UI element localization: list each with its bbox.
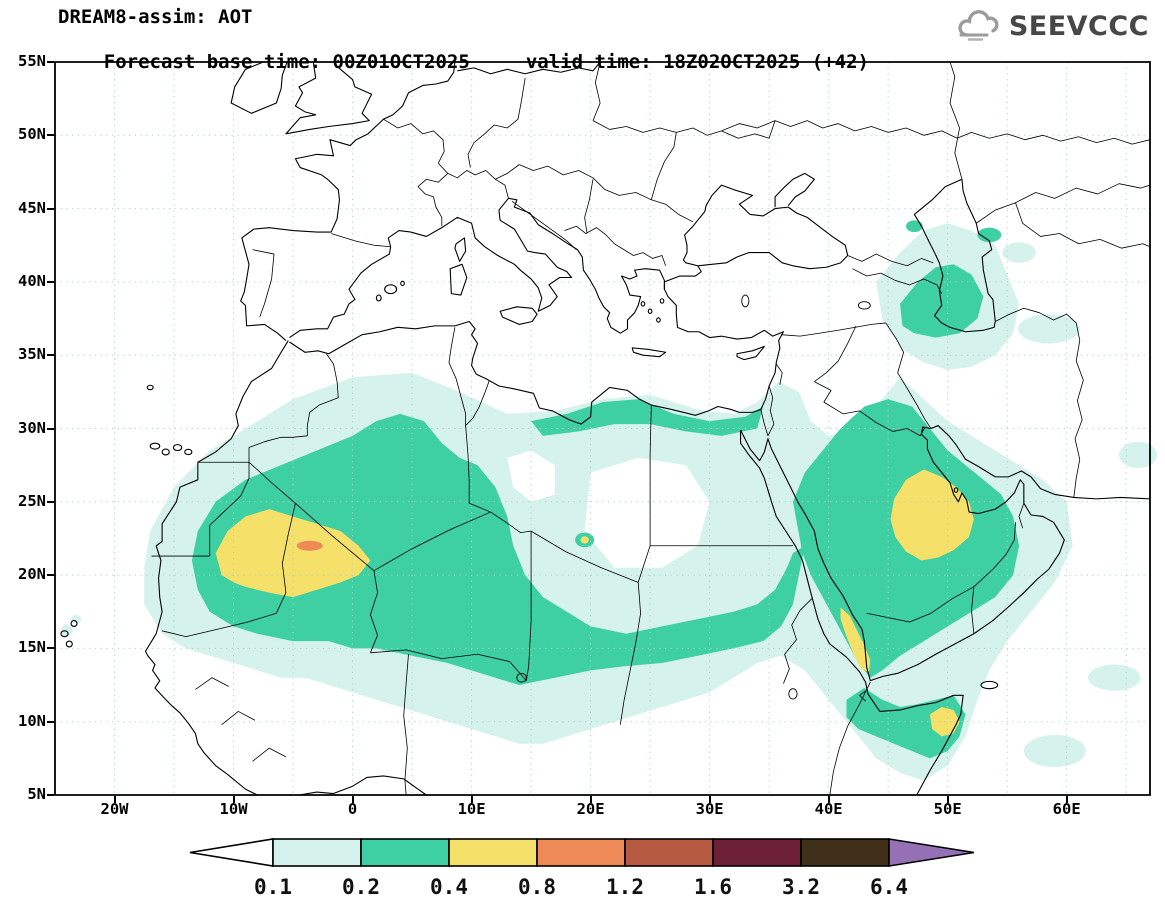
lat-tick <box>47 574 54 577</box>
logo-text: SEEVCCC <box>1008 10 1149 42</box>
map <box>55 62 1158 795</box>
contour-fill-level3 <box>840 607 871 672</box>
lon-tick <box>946 796 949 803</box>
lat-tick <box>47 207 54 210</box>
lat-tick <box>47 134 54 137</box>
contour-fill-level2 <box>977 227 1002 243</box>
map-frame <box>55 62 1150 795</box>
colorbar-tick-label: 0.8 <box>518 875 556 898</box>
lat-tick-label: 30N <box>18 418 46 437</box>
lat-tick <box>47 647 54 650</box>
lat-tick-label: 10N <box>18 711 46 730</box>
lat-tick <box>47 427 54 430</box>
contour-fill-level1 <box>1088 664 1141 691</box>
grid-lines <box>55 62 1150 795</box>
lon-tick-label: 10W <box>219 800 248 818</box>
colorbar-tick-label: 6.4 <box>870 875 908 898</box>
lon-tick <box>232 796 235 803</box>
map-svg <box>55 62 1158 795</box>
lat-tick-label: 20N <box>18 565 46 584</box>
lat-tick <box>47 794 54 796</box>
lat-tick <box>47 280 54 283</box>
colorbar-segment <box>271 838 362 867</box>
contour-fill-level2 <box>191 413 805 686</box>
lon-tick-label: 20E <box>576 800 605 818</box>
country-borders <box>151 62 1150 795</box>
colorbar-tick-label: 0.2 <box>342 875 380 898</box>
lon-tick <box>827 796 830 803</box>
lat-tick <box>47 61 54 63</box>
cloud-icon <box>958 10 999 41</box>
colorbar-tick-label: 1.2 <box>606 875 644 898</box>
lon-tick <box>708 796 711 803</box>
colorbar-segment <box>711 838 802 867</box>
contour-fill-level1 <box>60 624 73 637</box>
seevccc-logo: SEEVCCC <box>956 10 1149 42</box>
lon-tick <box>589 796 592 803</box>
colorbar-segment <box>359 838 450 867</box>
lakes <box>517 295 870 699</box>
lat-tick-label: 40N <box>18 271 46 290</box>
lon-tick-label: 50E <box>933 800 962 818</box>
contour-fill-level2 <box>531 399 764 436</box>
lon-tick-label: 10E <box>457 800 486 818</box>
contour-fill-level1 <box>71 614 82 624</box>
lon-tick-label: 60E <box>1052 800 1081 818</box>
model-title: DREAM8-assim: AOT <box>58 6 253 28</box>
lon-tick <box>351 796 354 803</box>
coastlines <box>61 62 1150 795</box>
colorbar-container: 0.1 0.2 0.4 0.8 1.2 1.6 3.2 6.4 <box>188 836 978 902</box>
lat-tick <box>47 720 54 723</box>
lon-tick-label: 30E <box>695 800 724 818</box>
lat-tick <box>47 500 54 503</box>
lat-tick-label: 50N <box>18 125 46 144</box>
colorbar: 0.1 0.2 0.4 0.8 1.2 1.6 3.2 6.4 <box>189 838 974 899</box>
lon-tick-label: 0 <box>347 800 358 818</box>
colorbar-segment <box>535 838 626 867</box>
colorbar-tick-label: 1.6 <box>694 875 732 898</box>
lat-tick-label: 25N <box>18 491 46 510</box>
colorbar-arrow-left <box>189 838 274 867</box>
lon-tick-label: 20W <box>100 800 129 818</box>
colorbar-segment <box>799 838 890 867</box>
contour-fill-level1 <box>1002 242 1036 263</box>
contour-fill-level2 <box>906 220 923 233</box>
lat-tick-label: 15N <box>18 638 46 657</box>
colorbar-tick-label: 3.2 <box>782 875 820 898</box>
contour-fill-level2 <box>900 264 984 338</box>
lat-tick <box>47 354 54 357</box>
contour-fill-level1 <box>1017 314 1080 344</box>
colorbar-tick-label: 0.1 <box>254 875 292 898</box>
colorbar-segment <box>447 838 538 867</box>
lon-tick <box>113 796 116 803</box>
contour-fill-level3 <box>580 536 589 544</box>
lon-tick <box>470 796 473 803</box>
lon-tick-label: 40E <box>814 800 843 818</box>
lat-tick-label: 35N <box>18 345 46 364</box>
colorbar-segment <box>623 838 714 867</box>
contour-fills <box>60 220 1158 781</box>
colorbar-tick-label: 0.4 <box>430 875 468 898</box>
borders-europe <box>253 62 1150 317</box>
borders-mideast <box>761 184 1150 634</box>
contour-fill-level1 <box>1119 441 1158 469</box>
lon-tick <box>1065 796 1068 803</box>
borders-africa <box>151 327 870 795</box>
lat-tick-label: 45N <box>18 198 46 217</box>
lat-tick-label: 55N <box>18 52 46 70</box>
contour-fill-level4 <box>296 540 323 551</box>
lat-tick-label: 5N <box>27 785 46 803</box>
contour-fill-level1 <box>1023 734 1086 768</box>
colorbar-arrow-right <box>887 838 974 867</box>
